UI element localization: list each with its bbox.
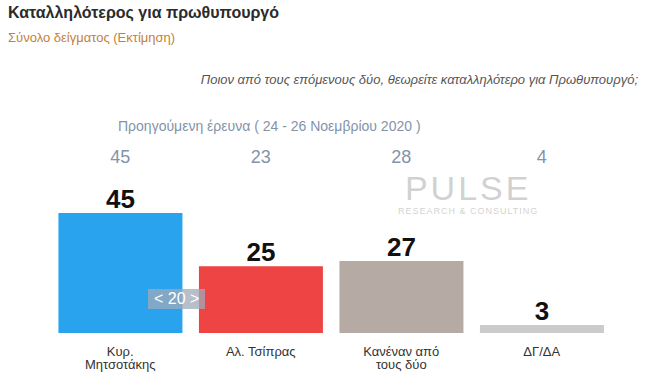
svg-text:45: 45 (110, 147, 130, 167)
svg-text:Κυρ.Μητσοτάκης: Κυρ.Μητσοτάκης (85, 344, 156, 372)
svg-text:25: 25 (246, 237, 275, 267)
svg-text:ΔΓ/ΔΑ: ΔΓ/ΔΑ (523, 344, 560, 359)
html-text:Προηγούμενη έρευνα ( 24 - 26 Ν: Προηγούμενη έρευνα ( 24 - 26 Νοεμβρίου 2… (118, 118, 421, 134)
html-text:Σύνολο δείγματος (Εκτίμηση): Σύνολο δείγματος (Εκτίμηση) (8, 30, 176, 45)
svg-text:3: 3 (535, 296, 549, 326)
svg-text:45: 45 (106, 184, 135, 214)
html-text:Ποιον από τους επόμενους δύο,: Ποιον από τους επόμενους δύο, θεωρείτε κ… (200, 72, 638, 87)
html-text:PULSE: PULSE (404, 169, 532, 207)
html-text:RESEARCH & CONSULTING: RESEARCH & CONSULTING (398, 206, 539, 216)
svg-text:27: 27 (387, 232, 416, 262)
svg-text:28: 28 (391, 147, 411, 167)
svg-text:Αλ. Τσίπρας: Αλ. Τσίπρας (226, 344, 296, 359)
html-text:< 20 >: < 20 > (154, 290, 200, 307)
svg-text:Κανέναν απότους δύο: Κανέναν απότους δύο (363, 344, 439, 372)
html-text:Καταλληλότερος για πρωθυπουργό: Καταλληλότερος για πρωθυπουργό (8, 4, 279, 21)
svg-text:4: 4 (537, 147, 547, 167)
svg-text:23: 23 (251, 147, 271, 167)
